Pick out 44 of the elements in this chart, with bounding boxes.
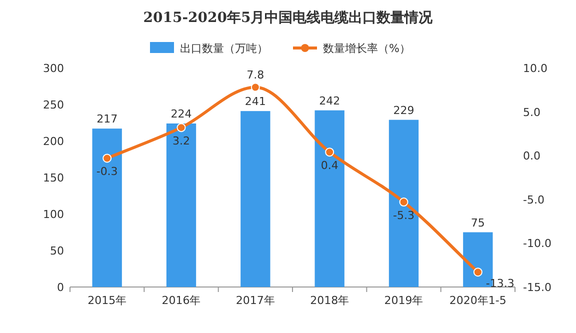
legend-label: 数量增长率（%） — [323, 42, 410, 55]
y-tick-label: 250 — [43, 98, 64, 112]
data-label: 242 — [319, 94, 340, 108]
x-tick-label: 2019年 — [384, 294, 424, 307]
y2-tick-label: 0.0 — [523, 150, 540, 163]
y2-tick-label: 10.0 — [523, 62, 548, 75]
point — [473, 268, 482, 277]
y2-tick-label: -15.0 — [523, 281, 552, 294]
y2-tick-label: -10.0 — [523, 237, 552, 250]
y2-tick-label: -5.0 — [523, 193, 544, 206]
data-label: 217 — [96, 112, 118, 126]
point — [325, 148, 334, 157]
data-label: 224 — [170, 107, 192, 120]
data-label: -5.3 — [393, 209, 414, 222]
legend-label: 出口数量（万吨） — [180, 42, 268, 55]
x-tick-label: 2016年 — [162, 294, 201, 307]
bar — [92, 128, 122, 287]
x-tick-label: 2020年1-5 — [449, 294, 506, 307]
y-tick-label: 0 — [57, 281, 64, 294]
y2-tick-label: 5.0 — [523, 106, 540, 119]
point — [399, 198, 408, 207]
data-label: 241 — [244, 95, 266, 108]
y-tick-label: 100 — [43, 208, 64, 221]
data-label: 75 — [470, 216, 485, 230]
data-label: 0.4 — [320, 159, 338, 172]
y-tick-label: 300 — [43, 62, 64, 75]
data-label: 7.8 — [246, 68, 264, 82]
y-tick-label: 150 — [43, 172, 64, 184]
bar — [388, 120, 419, 287]
point — [102, 154, 112, 163]
bar — [240, 111, 270, 287]
y-tick-label: 200 — [43, 135, 64, 148]
chart-title: 2015-2020年5月中国电线电缆出口数量情况 — [143, 10, 434, 26]
point — [176, 123, 186, 132]
data-label: 3.2 — [172, 134, 190, 148]
x-tick-label: 2017年 — [236, 294, 275, 307]
y-tick-label: 50 — [50, 244, 64, 258]
bar — [314, 110, 344, 287]
x-tick-label: 2015年 — [88, 294, 127, 307]
x-tick-label: 2018年 — [310, 294, 350, 307]
point — [250, 82, 260, 92]
data-label: -0.3 — [96, 165, 118, 178]
bar — [166, 123, 196, 287]
data-label: 229 — [393, 104, 414, 117]
